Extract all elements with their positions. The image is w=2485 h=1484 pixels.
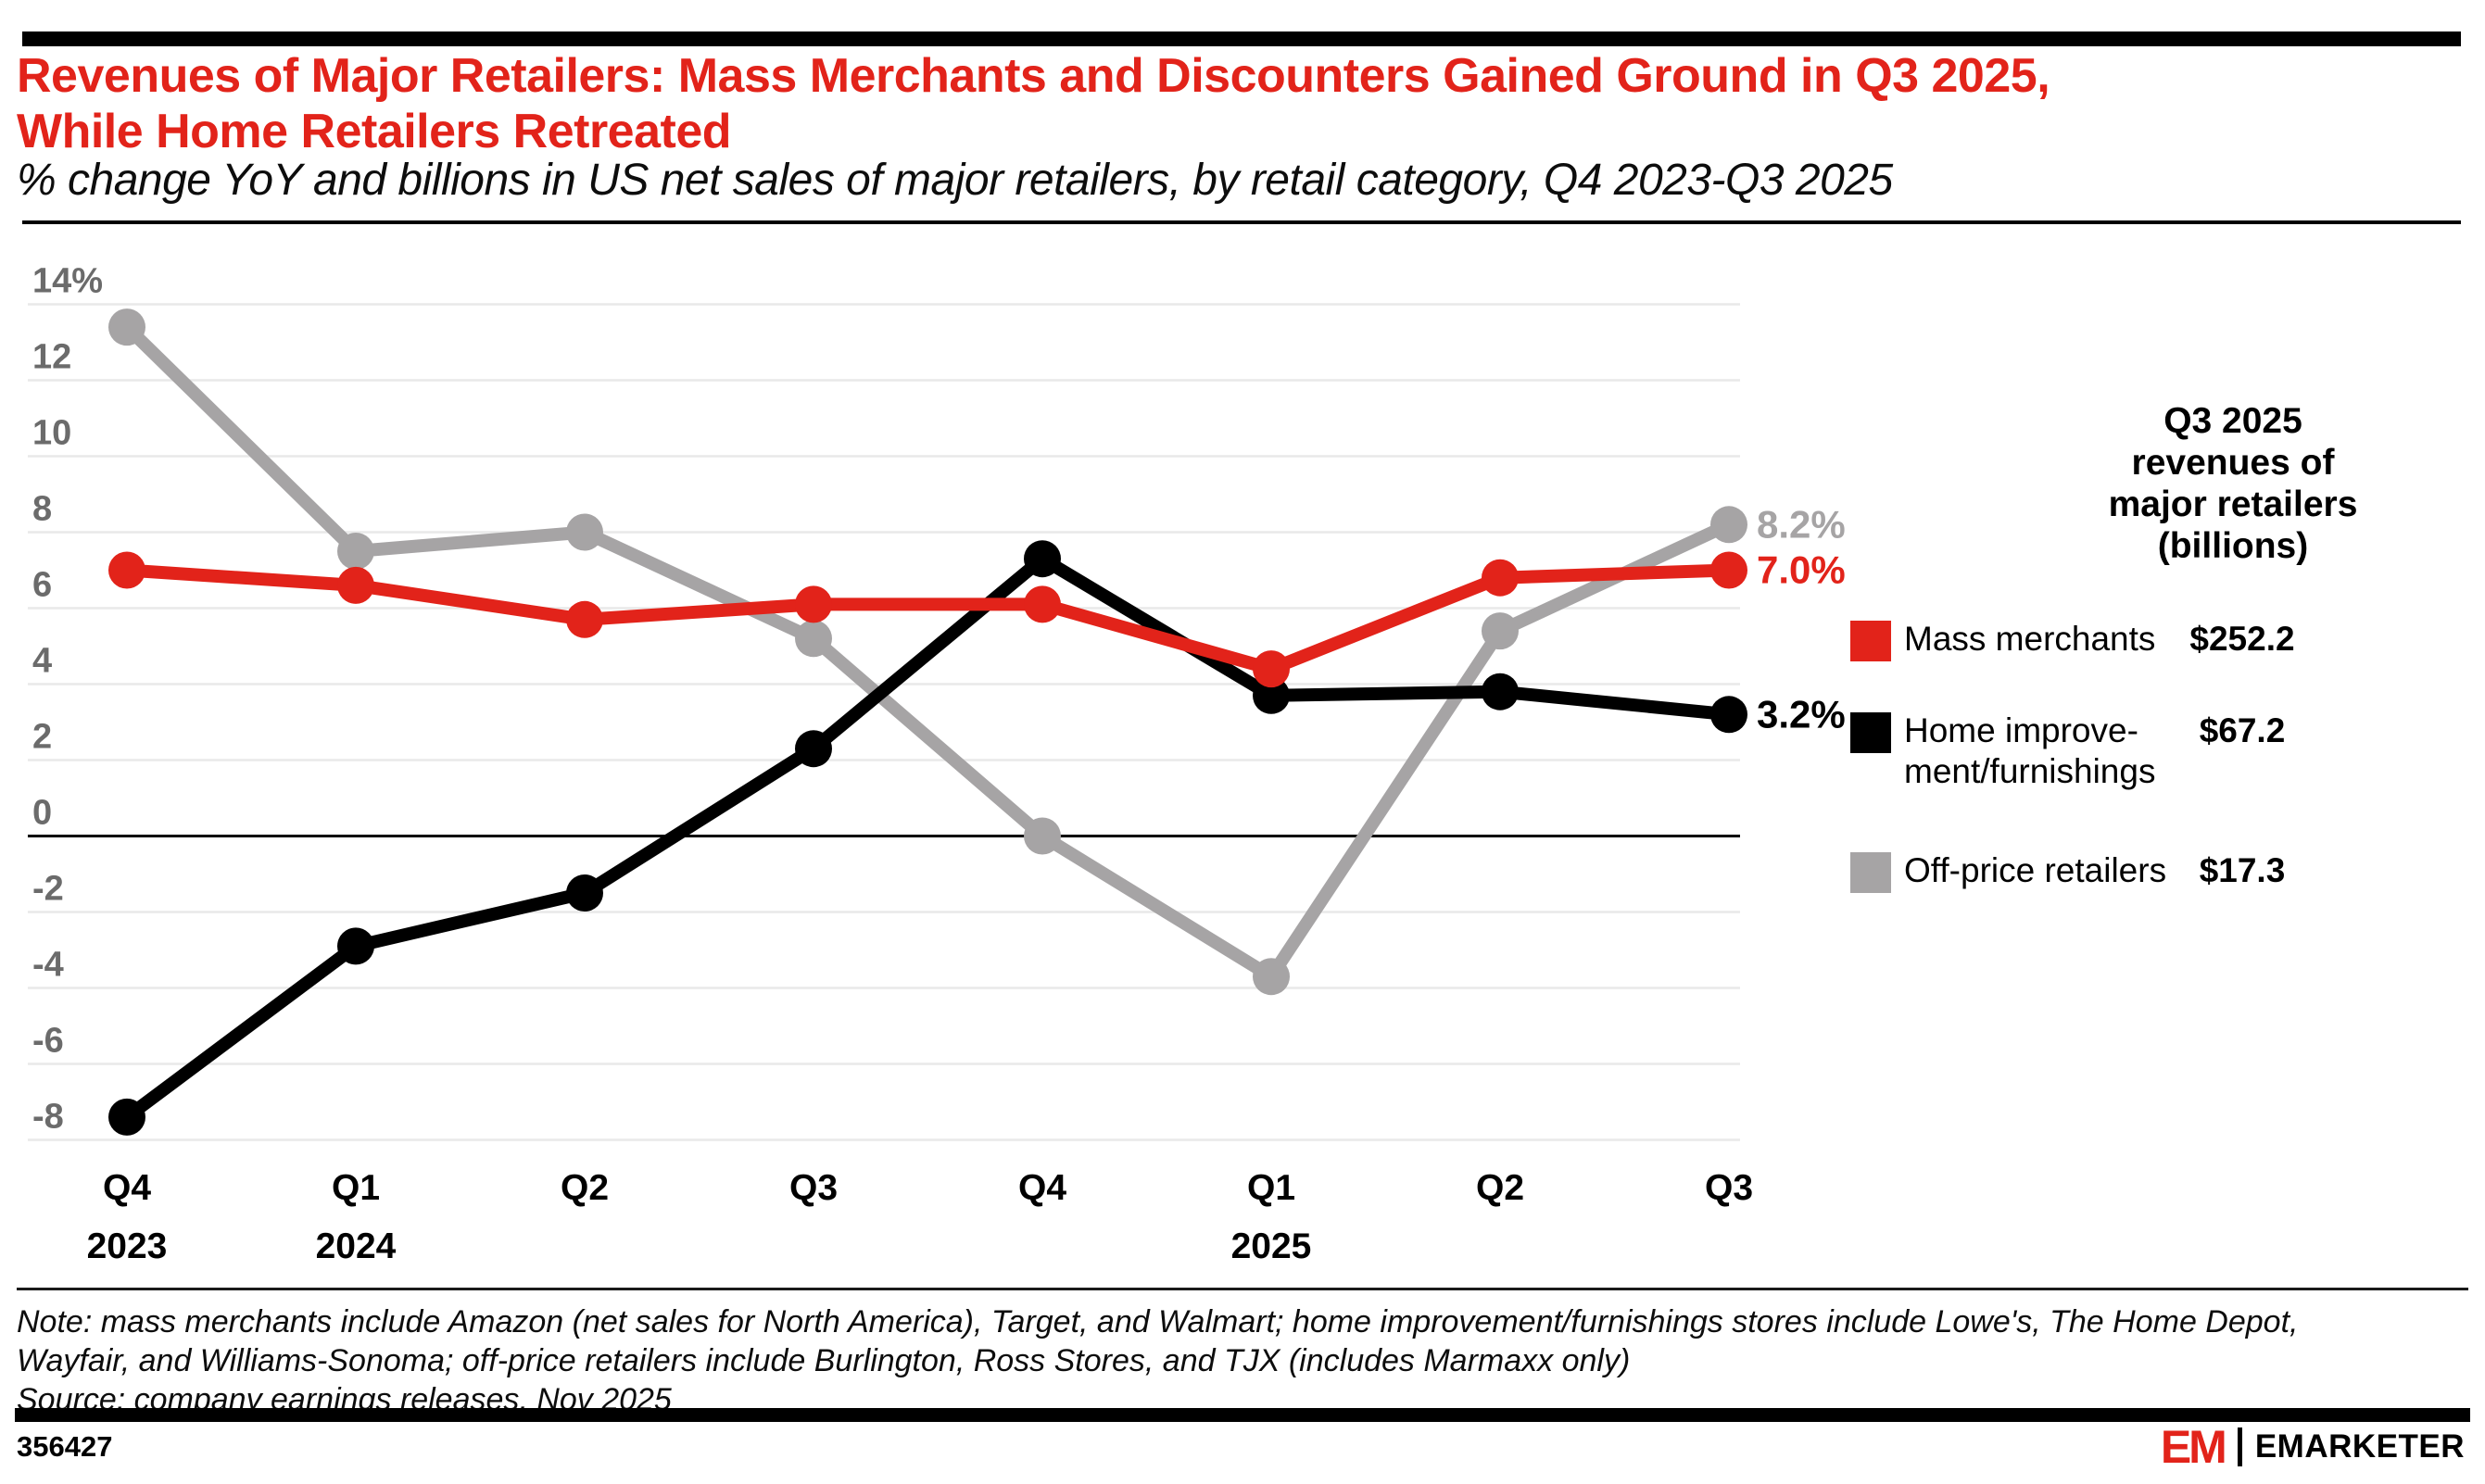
x-tick-label: Q2 xyxy=(1476,1168,1524,1208)
page-subtitle: % change YoY and billions in US net sale… xyxy=(17,156,1893,205)
series-line xyxy=(120,563,1735,676)
footnote: Note: mass merchants include Amazon (net… xyxy=(17,1302,2470,1419)
chart-id: 356427 xyxy=(17,1430,113,1463)
legend-label-line: ment/furnishings xyxy=(1904,752,2156,790)
data-point xyxy=(566,513,603,551)
y-tick-label: 12 xyxy=(32,338,71,377)
data-point xyxy=(1710,506,1747,544)
data-point xyxy=(1253,650,1290,688)
emarketer-logo: EM EMARKETER xyxy=(2160,1421,2465,1473)
data-point xyxy=(108,308,145,346)
data-point xyxy=(795,620,832,658)
footer-divider xyxy=(17,1288,2468,1290)
data-point xyxy=(1024,540,1061,578)
page-title: Revenues of Major Retailers: Mass Mercha… xyxy=(17,48,2463,159)
logo-divider-bar xyxy=(2237,1427,2242,1466)
legend-label: Off-price retailers xyxy=(1904,851,2167,889)
title-divider xyxy=(22,220,2461,224)
data-point xyxy=(1710,551,1747,589)
y-tick-label: 0 xyxy=(32,794,52,833)
y-tick-label: 14% xyxy=(32,262,103,301)
x-tick-year-label: 2023 xyxy=(87,1226,168,1266)
y-tick-label: -8 xyxy=(32,1098,64,1137)
y-tick-label: 6 xyxy=(32,566,52,605)
em-logo-mark: EM xyxy=(2160,1421,2227,1473)
data-point xyxy=(108,1098,145,1136)
series-end-label: 8.2% xyxy=(1757,502,1846,546)
data-point xyxy=(795,730,832,768)
data-point xyxy=(337,927,374,965)
data-point xyxy=(337,533,374,570)
y-tick-label: 8 xyxy=(32,490,52,529)
data-point xyxy=(1710,696,1747,734)
x-tick-label: Q1 xyxy=(1247,1168,1295,1208)
data-point xyxy=(566,600,603,638)
legend-value: $67.2 xyxy=(2199,711,2286,749)
x-tick-year-label: 2024 xyxy=(316,1226,397,1266)
x-tick-label: Q4 xyxy=(1018,1168,1066,1208)
data-point xyxy=(566,874,603,912)
legend-value: $17.3 xyxy=(2199,851,2286,889)
legend-header: Q3 2025 revenues of major retailers (bil… xyxy=(1983,400,2483,567)
data-point xyxy=(1482,612,1519,650)
bottom-black-bar xyxy=(15,1408,2470,1422)
x-tick-label: Q1 xyxy=(332,1168,380,1208)
legend-value: $252.2 xyxy=(2189,620,2295,658)
data-point xyxy=(337,566,374,604)
data-point xyxy=(1024,817,1061,855)
home-improvement-swatch xyxy=(1850,712,1891,753)
y-tick-label: -4 xyxy=(32,946,64,985)
x-tick-year-label: 2025 xyxy=(1231,1226,1312,1266)
note-line-1: Note: mass merchants include Amazon (net… xyxy=(17,1304,2299,1339)
legend-label-line: Home improve- xyxy=(1904,711,2138,749)
legend-header-line: Q3 2025 xyxy=(2163,401,2302,441)
title-line-2: While Home Retailers Retreated xyxy=(17,105,732,158)
emarketer-wordmark: EMARKETER xyxy=(2254,1428,2465,1465)
x-tick-label: Q2 xyxy=(561,1168,609,1208)
data-point xyxy=(1253,958,1290,996)
legend-header-line: (billions) xyxy=(2157,526,2309,566)
series-end-label: 3.2% xyxy=(1757,692,1846,736)
series-end-label: 7.0% xyxy=(1757,548,1846,592)
data-point xyxy=(1482,559,1519,597)
note-line-2: Wayfair, and Williams-Sonoma; off-price … xyxy=(17,1343,1631,1378)
y-tick-label: -2 xyxy=(32,870,64,909)
off-price-swatch xyxy=(1850,852,1891,893)
mass-merchants-swatch xyxy=(1850,621,1891,661)
legend-header-line: major retailers xyxy=(2108,484,2358,524)
data-point xyxy=(1024,585,1061,623)
series-line xyxy=(120,552,1735,1124)
legend-label: Home improve- ment/furnishings xyxy=(1904,711,2275,792)
data-point xyxy=(108,551,145,589)
y-tick-label: 10 xyxy=(32,414,71,453)
x-tick-label: Q3 xyxy=(789,1168,838,1208)
top-black-bar xyxy=(22,31,2461,46)
legend-header-line: revenues of xyxy=(2131,443,2335,483)
data-point xyxy=(1482,673,1519,711)
x-tick-label: Q4 xyxy=(103,1168,151,1208)
data-point xyxy=(1253,676,1290,714)
legend-label: Mass merchants xyxy=(1904,620,2156,658)
x-tick-label: Q3 xyxy=(1705,1168,1753,1208)
y-tick-label: 4 xyxy=(32,642,52,681)
data-point xyxy=(795,585,832,623)
y-tick-label: 2 xyxy=(32,718,52,757)
title-line-1: Revenues of Major Retailers: Mass Mercha… xyxy=(17,49,2050,103)
y-tick-label: -6 xyxy=(32,1022,64,1061)
